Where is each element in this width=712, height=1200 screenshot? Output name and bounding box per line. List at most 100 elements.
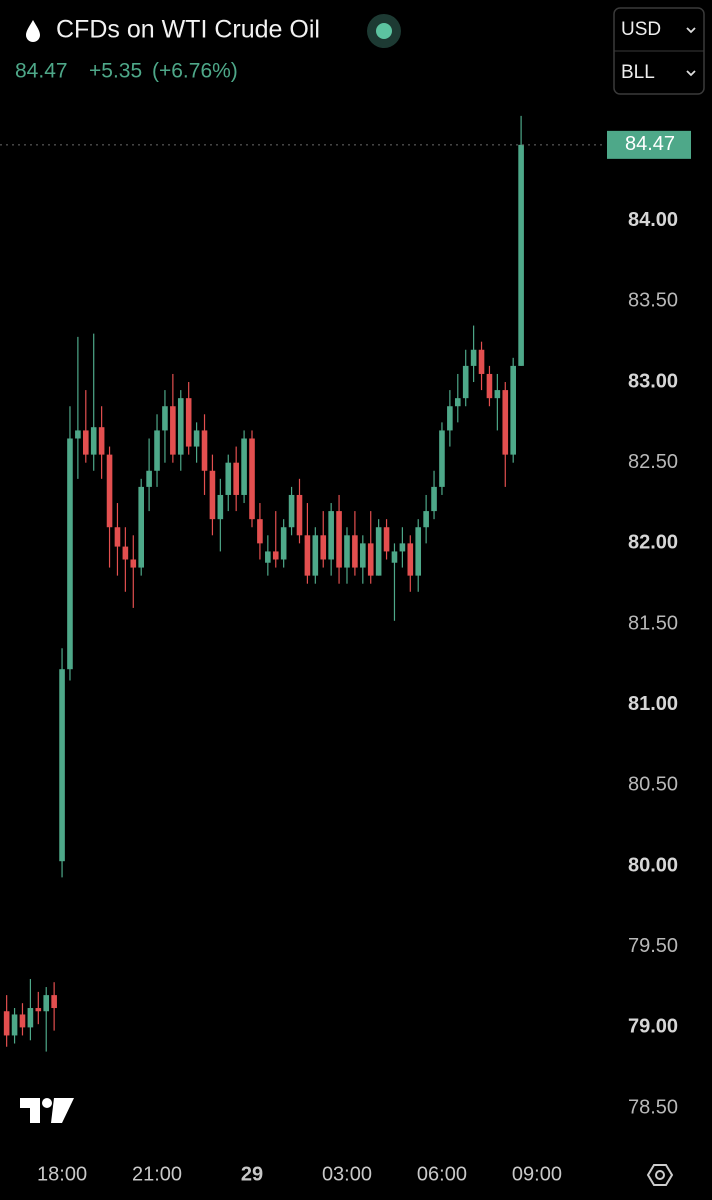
y-tick-label: 79.00 (628, 1016, 678, 1038)
candle-body (98, 427, 105, 455)
candle-body (11, 1014, 18, 1036)
title: CFDs on WTI Crude Oil (56, 16, 320, 44)
candle-body (201, 430, 208, 471)
candle-body (383, 527, 390, 552)
candle-body (328, 511, 334, 560)
candle-body (462, 365, 469, 399)
candle-body (367, 543, 374, 576)
y-tick-label: 83.50 (628, 290, 678, 312)
oil-icon (26, 20, 40, 42)
candle-body (344, 535, 350, 568)
x-tick-label: 09:00 (512, 1163, 562, 1185)
candle-body (193, 430, 200, 447)
candle-body (162, 406, 168, 431)
candle-body (241, 438, 247, 495)
chevron (686, 27, 696, 34)
candle-body (177, 398, 184, 455)
candle-body (272, 551, 279, 560)
candle-body (27, 1008, 34, 1028)
candle-body (431, 486, 437, 512)
status-dot (376, 23, 392, 39)
candle-body (312, 535, 319, 576)
last-price-tag (607, 130, 691, 159)
candle-body (106, 454, 113, 528)
candle-body (82, 430, 89, 455)
logo (20, 1098, 74, 1123)
y-tick-label: 81.50 (628, 612, 678, 634)
candle-body (352, 535, 358, 568)
y-tick-label: 84.00 (628, 209, 678, 231)
price: 84.47 (15, 60, 68, 83)
settings-icon[interactable] (646, 1164, 674, 1186)
candle-body (249, 438, 255, 520)
x-tick-label: 29 (241, 1163, 263, 1185)
y-tick-label: 82.00 (628, 532, 678, 554)
candle-body (217, 494, 224, 520)
candle-body (407, 543, 414, 576)
change: +5.35 (89, 60, 142, 83)
candle-body (19, 1014, 26, 1028)
candle-body (114, 527, 121, 547)
candle-body (288, 494, 295, 528)
change-percent: (+6.76%) (152, 60, 238, 83)
candle-body (265, 551, 271, 563)
currency[interactable]: USD (621, 19, 661, 40)
candle-body (494, 390, 501, 399)
candle-body (423, 511, 429, 528)
candle-body (130, 559, 137, 568)
x-tick-label: 18:00 (37, 1163, 87, 1185)
candle-body (360, 543, 366, 568)
y-tick-label: 80.50 (628, 774, 678, 796)
y-tick-label: 81.00 (628, 693, 678, 715)
candle-body (415, 527, 422, 576)
x-tick-label: 21:00 (132, 1163, 182, 1185)
candle-body (439, 430, 445, 487)
x-tick-label: 06:00 (417, 1163, 467, 1185)
y-tick-label: 80.00 (628, 854, 678, 876)
candle-body (90, 427, 97, 455)
candle-body (3, 1011, 10, 1036)
last-price-label: 84.47 (625, 133, 675, 155)
candle-body (75, 430, 81, 439)
candle-body (518, 144, 524, 366)
unit[interactable]: BLL (621, 62, 655, 83)
candle-body (122, 546, 129, 560)
candle-body (304, 535, 311, 576)
chevron (686, 70, 696, 77)
y-tick-label: 78.50 (628, 1096, 678, 1118)
candle-body (51, 995, 57, 1009)
y-tick-label: 79.50 (628, 935, 678, 957)
candle-body (510, 365, 516, 455)
candle-body (209, 470, 216, 520)
candle-body (486, 373, 493, 399)
candle-body (67, 438, 73, 670)
candle-body (35, 1008, 42, 1012)
candle-body (454, 398, 461, 407)
candle-body (447, 406, 453, 431)
candle-body (320, 535, 327, 560)
candle-body (154, 430, 160, 471)
candle-body (296, 494, 303, 536)
candle-body (146, 470, 152, 487)
candle-body (399, 543, 406, 552)
y-tick-label: 82.50 (628, 451, 678, 473)
candle-body (478, 349, 485, 374)
candle-body (336, 511, 342, 568)
candle-body (43, 995, 50, 1012)
candle-body (280, 527, 287, 560)
candle-body (391, 551, 398, 563)
candle-body (470, 349, 477, 366)
candle-body (502, 390, 509, 455)
candle-body (225, 462, 232, 495)
candle-body (257, 519, 263, 544)
x-tick-label: 03:00 (322, 1163, 372, 1185)
candle-body (233, 462, 239, 495)
candle-body (185, 398, 192, 447)
y-tick-label: 83.00 (628, 370, 678, 392)
candle-body (138, 486, 144, 568)
candle-body (375, 527, 382, 576)
candle-body (170, 406, 176, 455)
candle-body (59, 669, 65, 862)
